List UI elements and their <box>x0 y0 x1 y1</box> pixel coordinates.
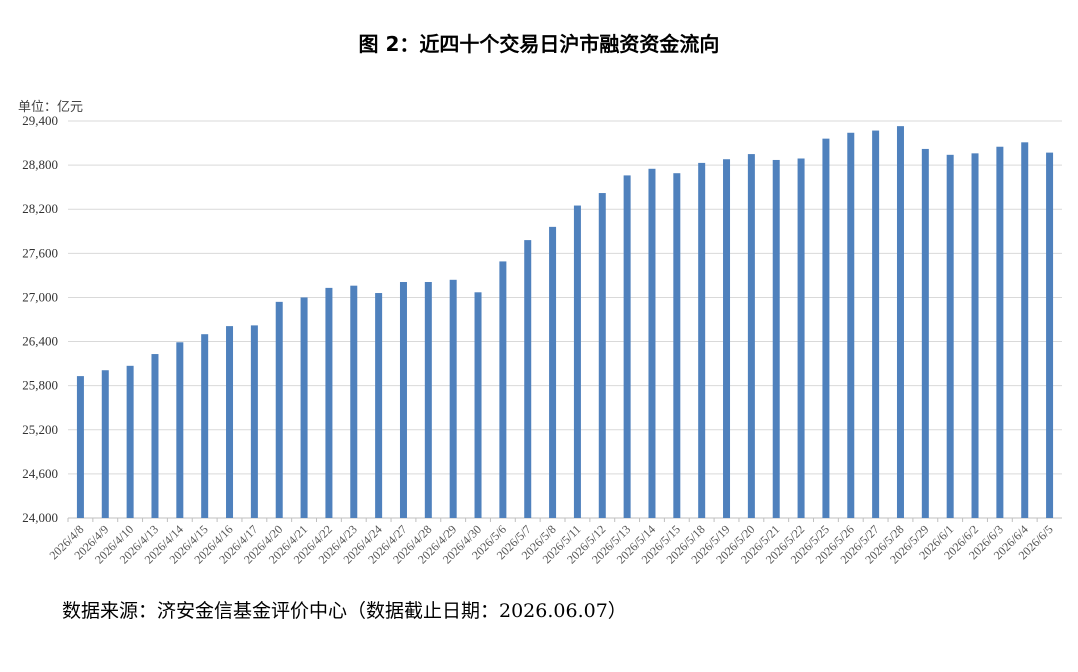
bar <box>300 297 308 518</box>
bar <box>598 193 606 518</box>
bar <box>921 148 929 518</box>
y-tick-label: 26,400 <box>22 334 58 349</box>
bar <box>474 292 482 518</box>
y-tick-label: 27,600 <box>22 245 58 260</box>
bar <box>126 365 134 518</box>
bar <box>772 159 780 518</box>
bar <box>648 168 656 518</box>
bar <box>623 175 631 519</box>
bar <box>946 154 954 518</box>
x-axis-ticks: 2026/4/82026/4/92026/4/102026/4/132026/4… <box>46 518 1056 567</box>
bar <box>872 130 880 518</box>
bar <box>971 153 979 518</box>
y-tick-label: 24,000 <box>22 510 58 525</box>
bar <box>350 285 358 518</box>
bar-chart: 24,000 24,600 25,200 25,800 26,400 27,000 27,6… <box>22 113 1062 567</box>
bar <box>101 370 109 518</box>
bar <box>1046 152 1054 518</box>
bar <box>698 162 706 518</box>
bar <box>275 301 283 518</box>
bar <box>176 342 184 518</box>
bar <box>573 205 581 518</box>
y-tick-label: 28,800 <box>22 157 58 172</box>
bar <box>896 126 904 518</box>
bar <box>375 293 383 518</box>
y-tick-label: 25,200 <box>22 422 58 437</box>
bar <box>424 282 432 518</box>
bars <box>76 126 1054 519</box>
y-tick-label: 25,800 <box>22 378 58 393</box>
bar <box>797 158 805 518</box>
y-axis-ticks: 24,000 24,600 25,200 25,800 26,400 27,000 27,6… <box>22 113 58 525</box>
bar <box>449 279 457 518</box>
y-tick-label: 24,600 <box>22 466 58 481</box>
bar <box>822 138 830 518</box>
bar <box>499 261 507 518</box>
bar <box>325 287 333 518</box>
bar <box>996 146 1004 518</box>
y-tick-label: 29,400 <box>22 113 58 128</box>
bar <box>201 334 209 518</box>
bar <box>399 282 407 518</box>
bar <box>549 226 557 518</box>
bar <box>673 173 681 518</box>
source-note: 数据来源：济安金信基金评价中心（数据截止日期：2026.06.07） <box>62 600 627 622</box>
bar <box>151 354 159 518</box>
bar <box>250 325 258 518</box>
bar <box>76 376 84 518</box>
chart-title: 图 2：近四十个交易日沪市融资资金流向 <box>358 32 720 56</box>
y-axis-unit-label: 单位：亿元 <box>18 100 84 115</box>
bar <box>847 132 855 518</box>
y-tick-label: 28,200 <box>22 201 58 216</box>
bar <box>723 159 731 519</box>
gridlines <box>68 120 1062 519</box>
bar <box>1021 142 1029 518</box>
bar <box>226 326 234 518</box>
bar <box>747 154 755 519</box>
bar <box>524 240 532 518</box>
y-tick-label: 27,000 <box>22 289 58 304</box>
